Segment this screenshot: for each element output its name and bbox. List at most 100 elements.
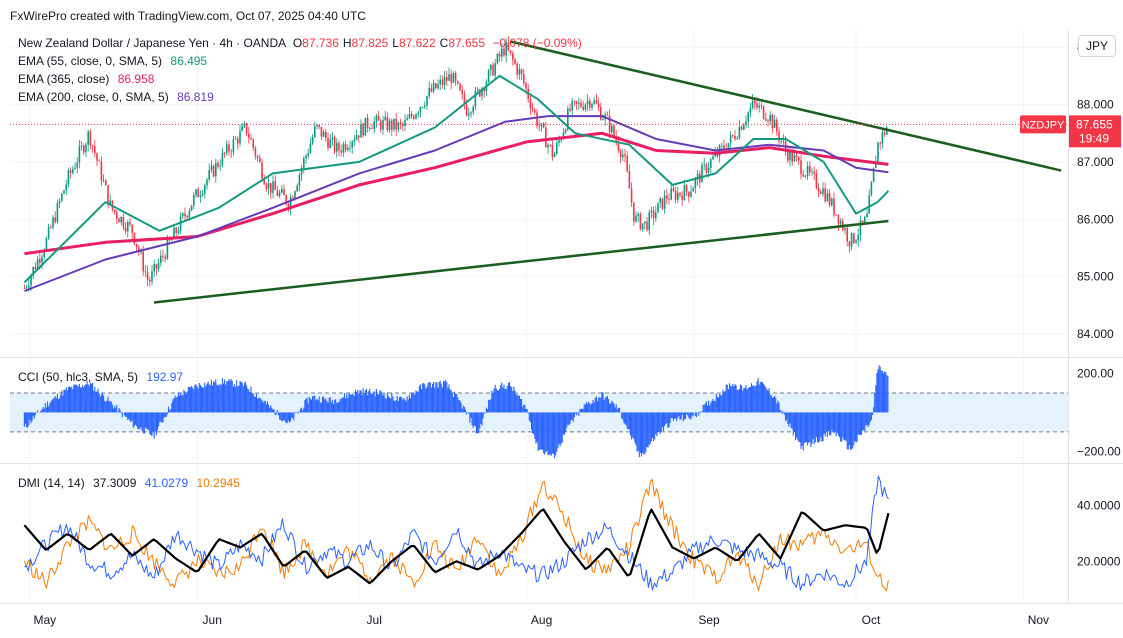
cci-bar	[166, 412, 168, 415]
cci-bar	[735, 385, 737, 413]
cci-bar	[112, 408, 115, 413]
cci-bar	[382, 395, 384, 413]
cci-bar	[723, 392, 725, 413]
currency-button[interactable]: JPY	[1078, 35, 1116, 57]
cci-bar	[643, 412, 645, 455]
candle-body	[261, 162, 263, 179]
cci-bar	[865, 412, 867, 426]
cci-bar	[745, 384, 747, 413]
cci-bar	[496, 390, 498, 413]
cci-bar	[511, 386, 513, 413]
cci-bar	[758, 384, 760, 413]
cci-bar	[319, 402, 321, 413]
candle-body	[32, 266, 34, 276]
candle-body	[50, 226, 52, 228]
cci-bar	[884, 371, 886, 413]
candle-body	[347, 148, 349, 150]
cci-bar	[793, 412, 795, 432]
cci-bar	[798, 412, 800, 442]
cci-bar	[83, 386, 85, 413]
candle-body	[410, 113, 413, 117]
candle-body	[611, 125, 613, 133]
candle-body	[813, 171, 815, 174]
cci-bar	[706, 405, 709, 413]
cci-bar	[240, 381, 242, 413]
candle-body	[34, 266, 37, 270]
candle-body	[692, 187, 694, 192]
dmi-legend: DMI (14, 14) 37.3009 41.0279 10.2945	[18, 476, 240, 490]
candle-body	[883, 132, 886, 135]
cci-bar	[52, 398, 54, 413]
cci-bar	[376, 393, 379, 413]
countdown-tag: 19:49	[1079, 131, 1109, 145]
cci-bar	[639, 412, 641, 454]
cci-bar	[261, 400, 263, 413]
cci-bar	[664, 412, 666, 426]
candle-body	[798, 157, 800, 161]
cci-bar	[767, 390, 769, 413]
candle-body	[353, 139, 356, 142]
candle-body	[289, 197, 292, 209]
cci-bar	[582, 408, 584, 413]
cci-bar	[854, 412, 856, 442]
cci-pane[interactable]	[10, 365, 1068, 459]
cci-bar	[163, 412, 165, 418]
cci-bar	[379, 390, 381, 413]
candle-body	[122, 216, 125, 228]
cci-bar	[479, 412, 481, 429]
cci-bar	[336, 402, 338, 413]
cci-bar	[605, 396, 607, 413]
cci-bar	[171, 402, 173, 413]
dmi-pane[interactable]	[23, 475, 890, 592]
cci-bar	[230, 378, 232, 413]
candle-body	[523, 73, 525, 84]
cci-bar	[26, 412, 28, 428]
cci-bar	[606, 395, 608, 413]
cci-bar	[567, 412, 569, 425]
cci-bar	[292, 412, 294, 419]
cci-bar	[603, 400, 605, 413]
cci-bar	[633, 412, 635, 439]
cci-bar	[373, 391, 375, 413]
candle-body	[294, 191, 296, 199]
price-tick-label: 88.000	[1077, 98, 1114, 112]
cci-bar	[486, 409, 489, 413]
cci-bar	[504, 388, 506, 413]
candle-body	[454, 73, 457, 82]
cci-bar	[733, 386, 735, 413]
cci-bar	[313, 396, 315, 413]
cci-bar	[556, 412, 558, 452]
cci-bar	[154, 412, 156, 432]
candle-body	[208, 170, 210, 180]
cci-bar	[159, 412, 161, 423]
candle-body	[690, 191, 692, 197]
cci-bar	[129, 412, 131, 422]
candle-body	[36, 259, 39, 270]
cci-bar	[519, 398, 522, 413]
cci-bar	[756, 381, 758, 413]
cci-bar	[307, 403, 309, 413]
cci-bar	[743, 388, 745, 413]
candle-body	[696, 173, 699, 179]
cci-bar	[423, 383, 425, 413]
candle-body	[663, 195, 666, 209]
candle-body	[204, 185, 206, 194]
cci-bar	[614, 407, 616, 413]
cci-bar	[665, 412, 667, 425]
candle-body	[186, 216, 188, 218]
cci-bar	[464, 409, 467, 413]
candle-body	[265, 184, 268, 189]
candle-body	[820, 191, 822, 194]
cci-bar	[422, 383, 424, 413]
cci-bar	[868, 412, 870, 426]
cci-bar	[429, 382, 431, 413]
cci-bar	[204, 382, 206, 413]
ema365-label: EMA (365, close)	[18, 72, 110, 86]
candle-body	[703, 164, 705, 166]
candle-body	[228, 144, 230, 152]
cci-bar	[403, 398, 405, 413]
cci-bar	[858, 412, 860, 435]
candle-body	[751, 100, 754, 108]
